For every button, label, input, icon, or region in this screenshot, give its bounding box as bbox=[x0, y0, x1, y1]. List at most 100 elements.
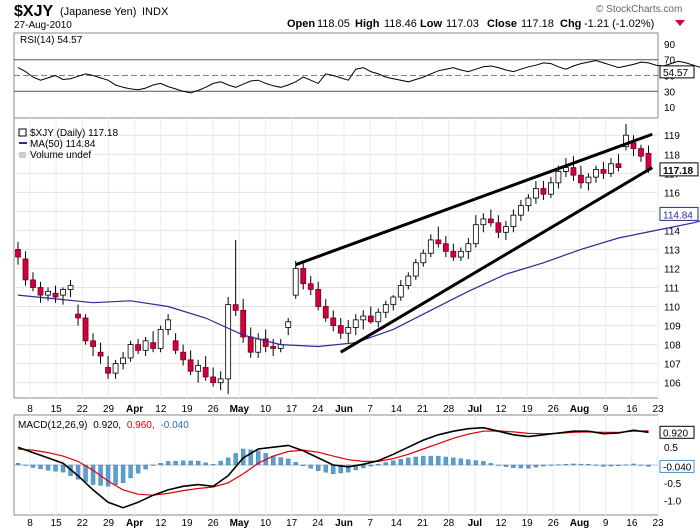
x-tick-label: 16 bbox=[626, 518, 638, 529]
close-badge-value: 117.18 bbox=[663, 166, 693, 177]
price-tick-label: 119 bbox=[664, 131, 680, 142]
candle-body bbox=[292, 268, 299, 296]
candle-body bbox=[352, 319, 359, 328]
candle-body bbox=[375, 311, 382, 323]
x-tick-label: 19 bbox=[522, 518, 534, 529]
x-tick-label: 9 bbox=[603, 404, 609, 415]
x-tick-label: Apr bbox=[126, 404, 143, 415]
rsi-legend: RSI(14) 54.57 bbox=[20, 35, 83, 46]
macd-hist-bar bbox=[23, 464, 28, 466]
candle-body bbox=[397, 285, 404, 298]
ohlc-readout: Open 118.05 High 118.46 Low 117.03 Close… bbox=[287, 18, 685, 30]
candle-body bbox=[638, 148, 644, 157]
macd-hist-bar bbox=[406, 457, 411, 466]
macd-hist-bar bbox=[278, 457, 283, 466]
candle-body bbox=[390, 296, 397, 306]
price-tick-label: 112 bbox=[664, 264, 680, 275]
macd-hist-bar bbox=[331, 464, 336, 475]
macd-hist-bar bbox=[563, 464, 569, 466]
macd-hist-bar bbox=[578, 463, 584, 466]
candle-body bbox=[495, 222, 502, 233]
x-tick-label: 12 bbox=[155, 518, 167, 529]
rsi-tick-label: 90 bbox=[664, 40, 676, 51]
lower-trendline bbox=[339, 166, 654, 354]
macd-hist-bar bbox=[383, 462, 388, 466]
macd-hist-bar bbox=[143, 464, 148, 470]
macd-hist-bar bbox=[255, 450, 261, 466]
macd-hist-bar bbox=[188, 460, 193, 466]
rsi-badge: 54.57 bbox=[659, 65, 695, 79]
x-tick-label: 12 bbox=[495, 518, 507, 529]
macd-hist-bar bbox=[346, 464, 351, 473]
macd-hist-bar bbox=[105, 464, 111, 487]
candle-body bbox=[67, 285, 74, 290]
candle-body bbox=[300, 268, 307, 285]
candle-body bbox=[90, 340, 96, 347]
x-tick-label: 24 bbox=[312, 404, 324, 415]
candle-body bbox=[330, 317, 337, 326]
x-tick-label: 28 bbox=[443, 404, 455, 415]
macd-hist-bar bbox=[376, 464, 381, 466]
x-tick-label: 15 bbox=[51, 404, 63, 415]
candle-body bbox=[210, 376, 217, 384]
candle-body bbox=[247, 336, 254, 353]
x-axis-top: 8 15 22 29 Apr 12 19 26 May 10 17 24 Jun 7 14 21 28 Jul 12… bbox=[27, 404, 664, 415]
candle-body bbox=[255, 338, 262, 353]
macd-hist-bar bbox=[150, 464, 156, 466]
x-tick-label: 26 bbox=[208, 404, 220, 415]
candle-body bbox=[187, 359, 194, 372]
macd-hist-bar bbox=[53, 464, 58, 472]
macd-hist-bar bbox=[316, 464, 321, 471]
candle-body bbox=[450, 250, 457, 258]
macd-hist-bar bbox=[571, 463, 576, 466]
candle-body bbox=[367, 315, 374, 323]
open-value: 118.05 bbox=[317, 18, 350, 30]
candle-body bbox=[202, 367, 209, 378]
x-tick-label: 17 bbox=[286, 518, 298, 529]
x-tick-label: Jul bbox=[468, 518, 483, 529]
macd-hist-badge: -0.040 bbox=[659, 459, 695, 473]
macd-hist-bar bbox=[511, 464, 516, 469]
macd-hist-bar bbox=[135, 464, 141, 474]
candle-body bbox=[217, 378, 224, 384]
x-tick-label: 19 bbox=[522, 404, 534, 415]
macd-hist-bar bbox=[503, 464, 509, 467]
x-tick-label: 29 bbox=[103, 518, 115, 529]
rsi-badge-value: 54.57 bbox=[663, 68, 688, 79]
candle-body bbox=[142, 340, 149, 351]
candle-body bbox=[165, 319, 172, 330]
candle-body bbox=[180, 351, 187, 361]
macd-hist-bar bbox=[45, 464, 51, 471]
close-label: Close bbox=[487, 18, 517, 30]
macd-hist-bar bbox=[233, 453, 238, 466]
macd-hist-bar bbox=[195, 460, 201, 466]
macd-legend-signal: 0.960, bbox=[127, 420, 155, 431]
volume-legend-icon bbox=[19, 152, 26, 158]
x-tick-label: 7 bbox=[367, 404, 373, 415]
x-tick-label: 22 bbox=[77, 404, 89, 415]
macd-hist-bar bbox=[338, 464, 343, 474]
candle-body bbox=[570, 167, 577, 176]
candle-body bbox=[172, 340, 179, 351]
macd-badge: 0.920 bbox=[659, 425, 695, 439]
x-tick-label: 17 bbox=[286, 404, 298, 415]
macd-hist-bar bbox=[293, 462, 298, 466]
x-tick-label: 24 bbox=[312, 518, 324, 529]
candle-body bbox=[150, 342, 157, 349]
macd-hist-bar bbox=[436, 455, 441, 466]
low-label: Low bbox=[420, 18, 442, 30]
candle-body bbox=[585, 176, 592, 184]
candle-body bbox=[157, 328, 164, 349]
price-tick-label: 113 bbox=[664, 245, 680, 256]
x-tick-label: Apr bbox=[126, 518, 143, 529]
chart-date: 27-Aug-2010 bbox=[14, 20, 72, 31]
candle-body bbox=[345, 327, 352, 334]
candle-body bbox=[37, 287, 44, 296]
candle-body bbox=[60, 289, 66, 296]
close-badge: 117.18 bbox=[659, 162, 699, 177]
x-axis-bottom: 8 15 22 29 Apr 12 19 26 May 10 17 24 Jun 7 14 21 28 Jul 12… bbox=[27, 518, 664, 529]
candle-body bbox=[472, 224, 479, 245]
candle-body bbox=[285, 321, 292, 328]
macd-hist-bar bbox=[286, 458, 291, 466]
